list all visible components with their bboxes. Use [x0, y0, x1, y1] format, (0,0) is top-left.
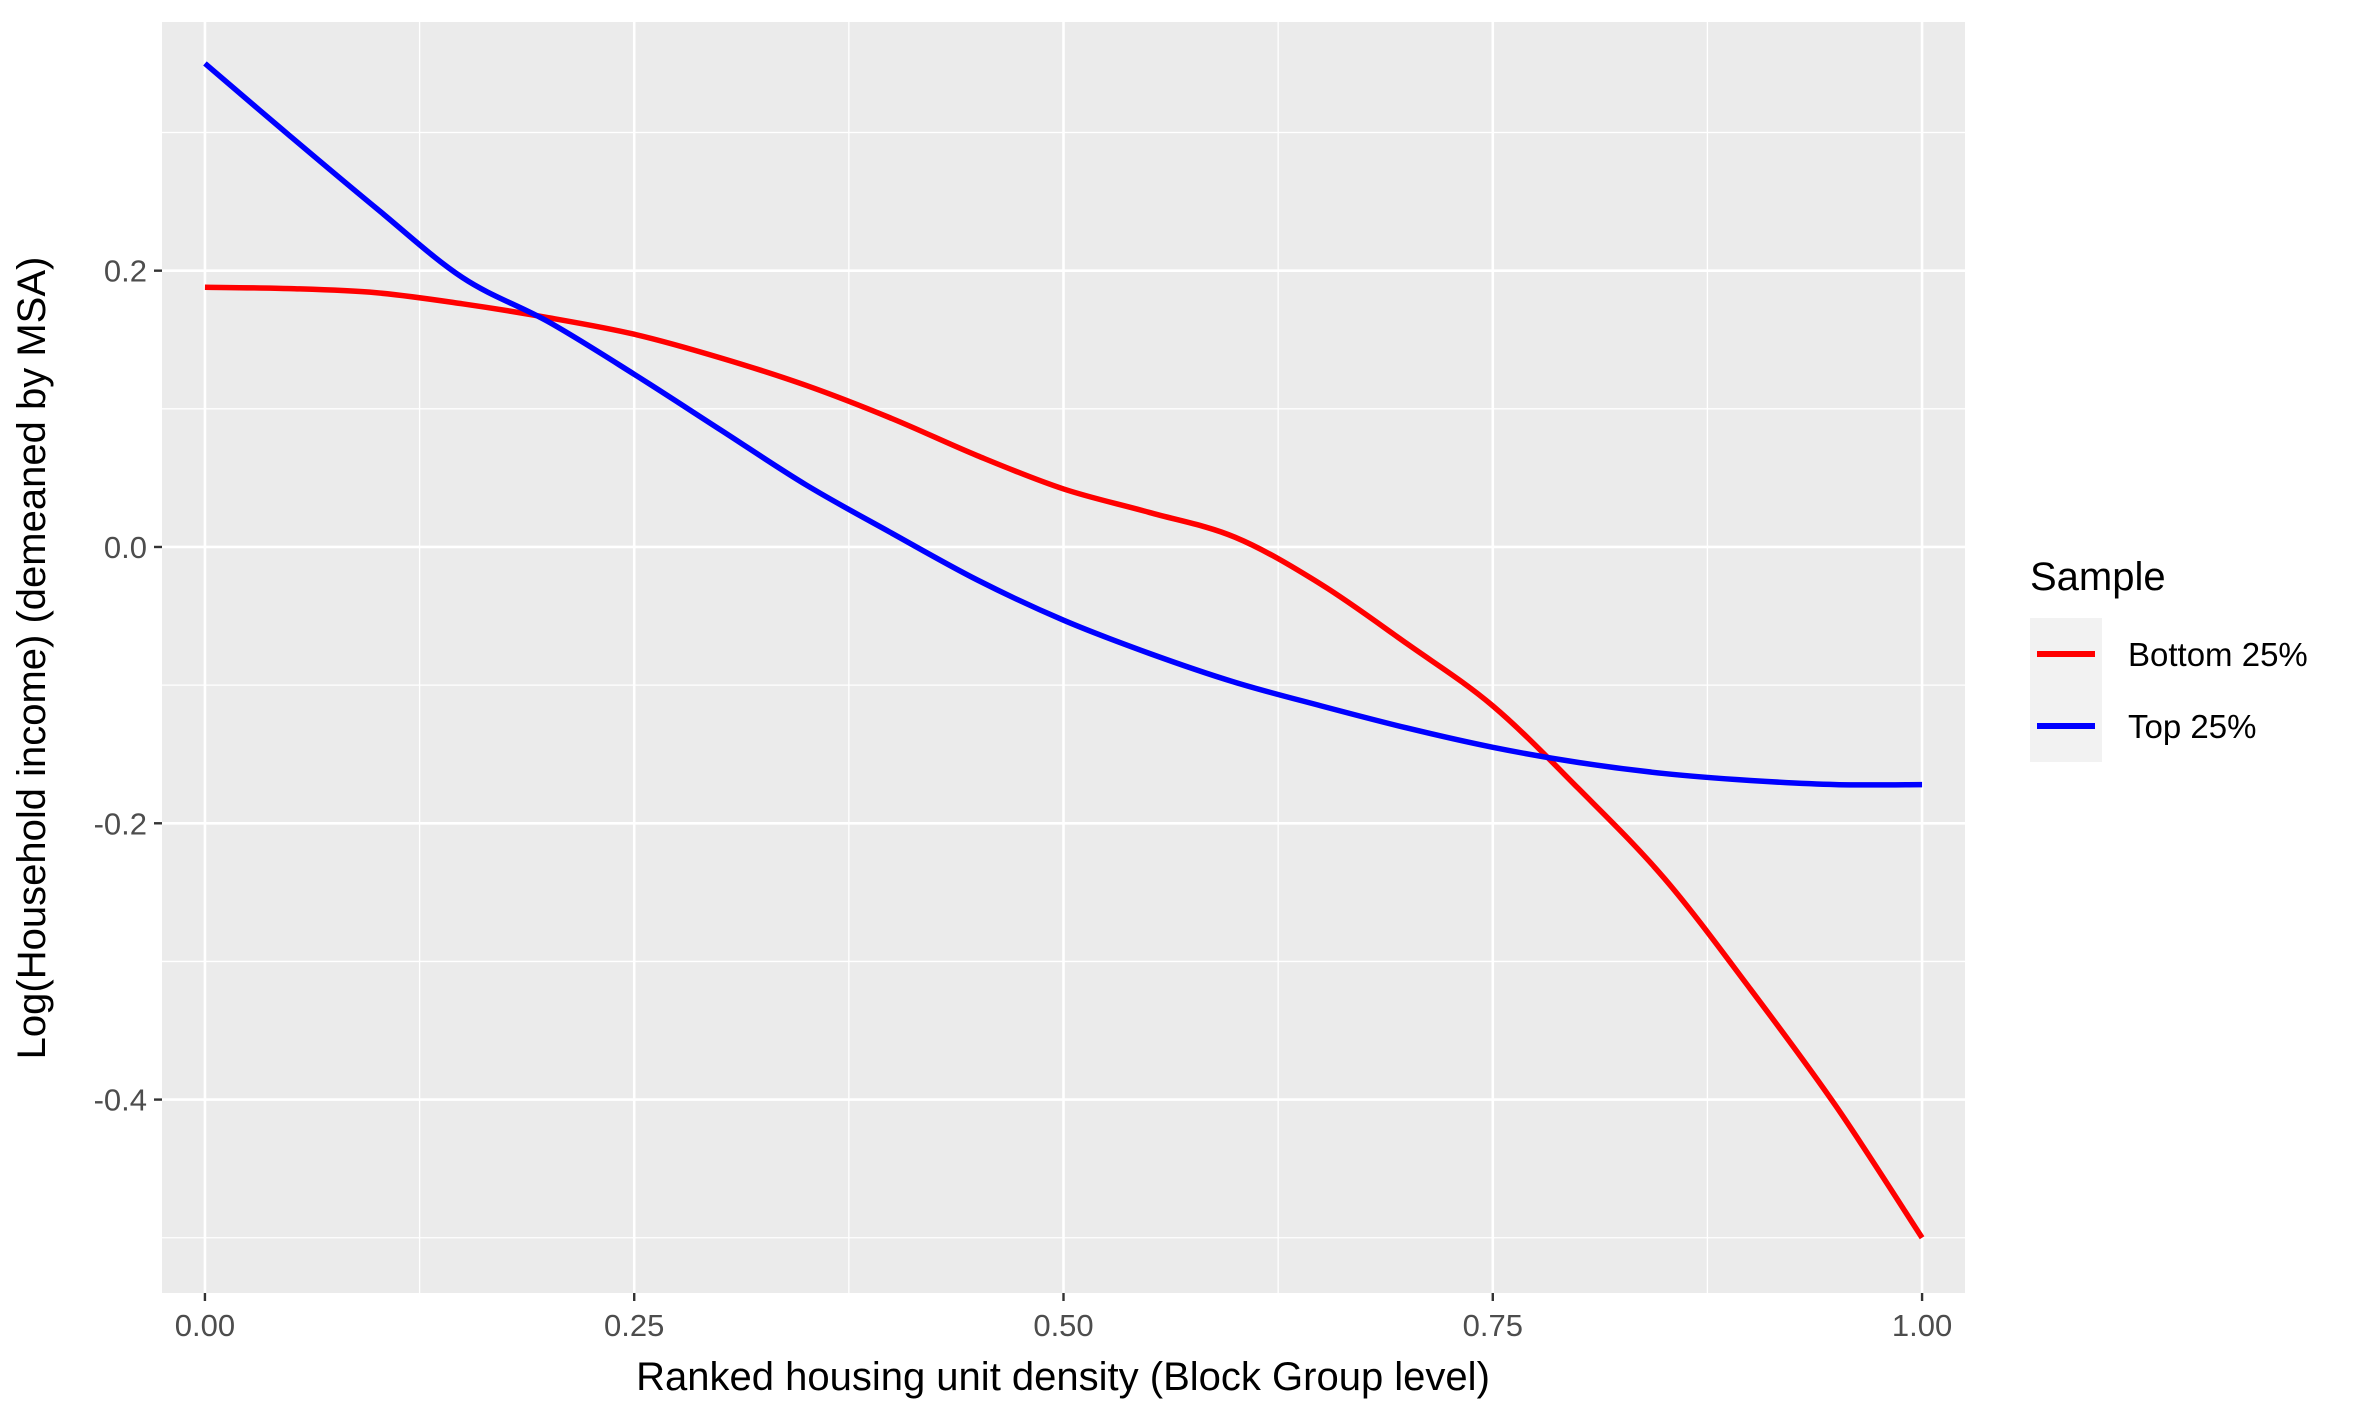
series-line-bottom-25: [204, 284, 1925, 1240]
x-axis-title: Ranked housing unit density (Block Group…: [636, 1355, 1490, 1399]
legend-title: Sample: [2030, 555, 2166, 599]
x-axis-ticks: 0.00 0.25 0.50 0.75 1.00: [175, 1293, 1952, 1343]
x-tick-label: 0.00: [175, 1308, 235, 1343]
y-tick-label: 0.2: [104, 254, 147, 289]
major-gridlines: [162, 22, 1965, 1293]
y-axis-title: Log(Household income) (demeaned by MSA): [10, 257, 54, 1060]
y-tick-label: 0.0: [104, 530, 147, 565]
y-tick-label: -0.2: [94, 806, 147, 841]
x-tick-label: 0.25: [604, 1308, 664, 1343]
legend: Sample Bottom 25% Top 25%: [2030, 555, 2308, 762]
series-lines: [203, 61, 1925, 1240]
y-axis-ticks: -0.4 -0.2 0.0 0.2: [94, 254, 162, 1118]
x-tick-label: 0.75: [1463, 1308, 1523, 1343]
legend-label-bottom-25: Bottom 25%: [2128, 636, 2308, 673]
legend-label-top-25: Top 25%: [2128, 708, 2256, 745]
x-tick-label: 0.50: [1033, 1308, 1093, 1343]
x-tick-label: 1.00: [1892, 1308, 1952, 1343]
y-tick-label: -0.4: [94, 1083, 147, 1118]
series-line-top-25: [203, 61, 1923, 788]
